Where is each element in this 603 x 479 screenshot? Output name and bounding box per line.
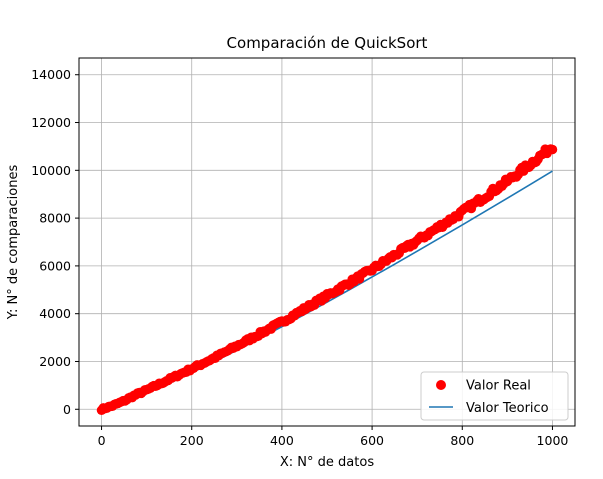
real-point [547,144,558,155]
plot-frame [78,57,576,427]
real-series [96,144,558,416]
y-axis-label: Y: N° de comparaciones [6,165,21,321]
x-tick-label: 400 [270,433,294,448]
y-axis-ticks: 0 2000 4000 6000 8000 10000 12000 14000 [31,67,79,417]
y-tick-label: 2000 [39,354,71,369]
x-tick-label: 800 [450,433,474,448]
x-tick-label: 0 [98,433,106,448]
plot-area [79,58,575,426]
legend-box [420,371,569,421]
x-tick-label: 600 [360,433,384,448]
x-tick-label: 200 [180,433,204,448]
y-tick-label: 10000 [31,163,71,178]
legend: Valor Real Valor Teorico [420,371,569,421]
y-tick-label: 0 [63,402,71,417]
grid-lines [79,58,575,426]
legend-marker-real [436,380,446,390]
x-tick-label: 1000 [537,433,569,448]
y-tick-label: 14000 [31,67,71,82]
y-tick-label: 8000 [39,211,71,226]
x-axis-ticks: 0 200 400 600 800 1000 [98,426,569,448]
chart-title: Comparación de QuickSort [227,34,428,52]
legend-label-real: Valor Real [466,379,531,394]
legend-label-theory: Valor Teorico [466,401,549,416]
y-tick-label: 4000 [39,306,71,321]
y-tick-label: 12000 [31,115,71,130]
x-axis-label: X: N° de datos [280,455,374,470]
y-tick-label: 6000 [39,258,71,273]
